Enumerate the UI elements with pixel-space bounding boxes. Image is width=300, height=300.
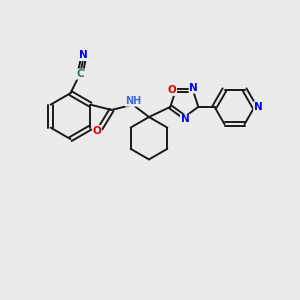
Text: O: O [92, 126, 101, 136]
Text: N: N [181, 114, 189, 124]
Text: NH: NH [125, 96, 142, 106]
Text: O: O [168, 85, 176, 95]
Text: N: N [189, 83, 198, 93]
Text: N: N [80, 50, 88, 61]
Text: C: C [76, 69, 84, 79]
Text: N: N [254, 102, 262, 112]
